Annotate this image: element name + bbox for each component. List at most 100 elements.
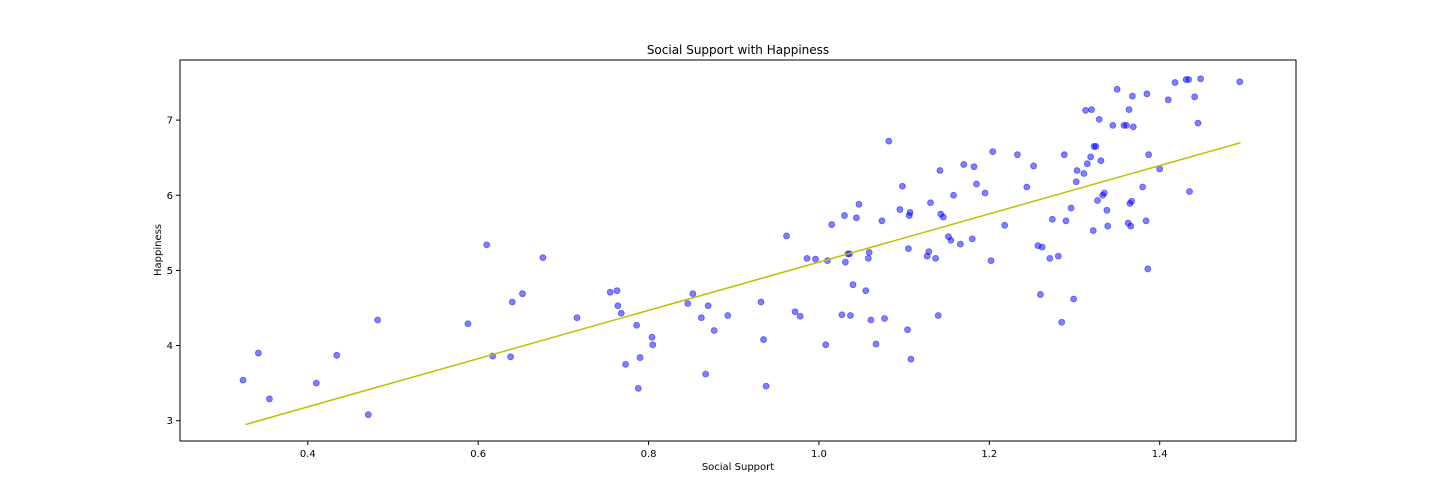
data-point [1236,78,1244,86]
data-point [1097,157,1105,165]
data-point [1100,189,1108,197]
data-point [1062,217,1070,225]
data-point [1144,265,1152,273]
data-point [1014,151,1021,159]
x-tick-label: 0.6 [470,449,486,460]
data-point [849,281,857,289]
data-point [622,360,629,368]
data-point [1103,206,1111,214]
data-point [613,287,621,295]
y-tick-label: 6 [167,191,173,202]
data-point [896,206,904,213]
data-point [970,163,978,171]
data-point [934,312,942,319]
data-point [614,302,622,310]
data-point [606,288,614,296]
data-point [904,326,911,334]
data-point [906,209,914,216]
y-axis-label: Happiness [153,224,164,276]
data-point [1038,243,1046,251]
data-point [1054,252,1062,260]
data-point [364,411,372,419]
data-point [1128,197,1135,205]
data-point [704,302,712,310]
data-point [960,161,968,168]
data-point [791,308,799,316]
data-point [636,354,644,361]
data-point [507,353,514,361]
y-tick-label: 5 [167,266,173,277]
y-tick-label: 4 [167,341,173,352]
data-point [872,340,880,348]
data-point [881,315,888,322]
data-point [1094,197,1101,204]
data-point [634,384,642,392]
data-point [684,300,692,307]
data-point [925,248,933,256]
data-point [950,191,957,199]
data-point [862,287,870,295]
x-axis-label: Social Support [702,462,774,473]
data-point [1191,93,1199,101]
data-point [828,221,836,228]
data-point [1197,75,1204,83]
data-point [1125,106,1133,113]
data-point [483,241,491,249]
data-point [1095,115,1103,123]
data-point [936,167,944,174]
data-point [1092,143,1100,150]
data-point [649,341,657,349]
data-point [1164,96,1172,104]
data-point [1194,119,1202,127]
x-axis: 0.4 0.6 0.8 1.0 1.2 1.4 [300,441,1168,460]
data-point [947,236,955,244]
data-point [932,254,940,262]
data-point [1145,151,1153,159]
data-point [878,217,886,225]
data-point [989,148,997,156]
y-tick-label: 3 [167,416,173,427]
data-point [374,316,382,324]
x-tick-label: 0.8 [641,449,657,460]
data-point [847,312,854,319]
data-point [1082,106,1089,114]
data-point [783,232,790,240]
data-point [1109,121,1117,129]
data-point [855,200,863,208]
data-point [333,351,341,359]
data-point [1104,222,1112,230]
data-point [1030,162,1038,170]
data-point [254,349,262,357]
data-point [1072,178,1080,186]
data-point [697,314,705,322]
data-point [885,137,893,145]
data-point [865,248,873,256]
data-point [1088,106,1095,113]
data-point [312,379,320,387]
data-point [539,254,547,262]
data-point [1185,76,1193,83]
data-point [927,199,934,207]
data-point [973,180,980,188]
x-tick-label: 1.0 [811,449,827,460]
data-point [1143,90,1151,98]
data-point [822,341,830,349]
data-point [1129,92,1136,100]
data-point [710,327,718,334]
fit-line [245,141,1241,426]
data-point [1073,167,1081,174]
data-point [519,290,526,298]
data-point [1139,183,1147,191]
data-point [1123,121,1130,129]
data-point [1087,153,1095,161]
data-point [939,213,947,221]
data-point [1142,217,1150,225]
data-point [757,298,765,306]
data-point [1186,188,1193,195]
data-point [702,370,710,378]
data-point [689,290,697,298]
data-point [841,258,849,266]
data-point [864,254,872,262]
data-point [1067,204,1075,212]
data-point [239,376,247,384]
